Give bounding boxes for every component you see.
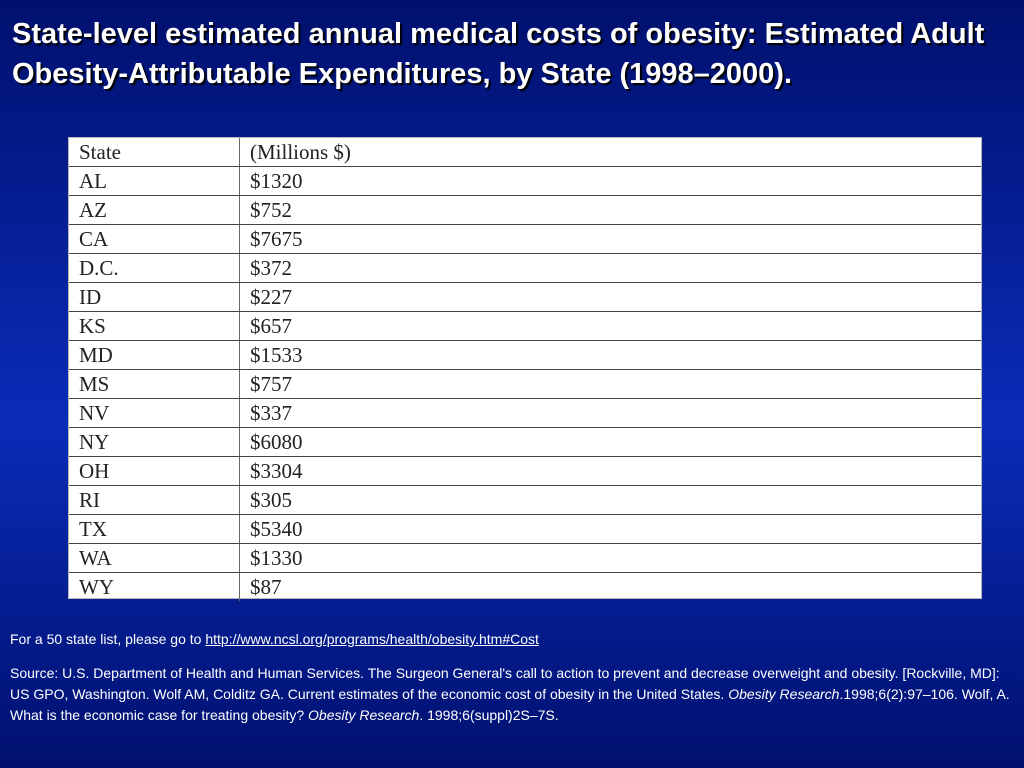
table-row: NV $337 (69, 398, 981, 428)
state-cell: NV (69, 398, 240, 428)
journal-name-2: Obesity Research (308, 707, 420, 723)
state-cell: MS (69, 369, 240, 399)
table-row: AL $1320 (69, 166, 981, 196)
table-row: WA $1330 (69, 543, 981, 573)
table-row: MS $757 (69, 369, 981, 399)
state-cell: D.C. (69, 253, 240, 283)
table-row: CA $7675 (69, 224, 981, 254)
state-cell: WY (69, 572, 240, 601)
table-row: AZ $752 (69, 195, 981, 225)
source-citation: Source: U.S. Department of Health and Hu… (10, 663, 1010, 726)
cost-cell: $757 (239, 369, 981, 399)
cost-cell: $6080 (239, 427, 981, 457)
table-row: KS $657 (69, 311, 981, 341)
title-bold-part: State-level estimated annual medical cos… (12, 18, 757, 50)
title-subtitle-part: Estimated Adult Obesity-Attributable Exp… (12, 18, 985, 90)
cost-cell: $1330 (239, 543, 981, 573)
link-prefix-text: For a 50 state list, please go to (10, 631, 206, 647)
table-row: D.C. $372 (69, 253, 981, 283)
cost-cell: $7675 (239, 224, 981, 254)
table-header-row: State (Millions $) (69, 138, 981, 167)
state-cell: KS (69, 311, 240, 341)
cost-cell: $305 (239, 485, 981, 515)
state-cell: ID (69, 282, 240, 312)
state-cell: RI (69, 485, 240, 515)
cost-cell: $5340 (239, 514, 981, 544)
table-row: NY $6080 (69, 427, 981, 457)
state-cell: CA (69, 224, 240, 254)
slide-title: State-level estimated annual medical cos… (12, 14, 1012, 94)
table-row: RI $305 (69, 485, 981, 515)
state-cell: OH (69, 456, 240, 486)
cost-cell: $1320 (239, 166, 981, 196)
cost-cell: $87 (250, 575, 282, 599)
cost-cell: $1533 (239, 340, 981, 370)
cost-table-container: State (Millions $) AL $1320 AZ $752 CA $… (68, 137, 982, 601)
table-row: MD $1533 (69, 340, 981, 370)
state-cell: AL (69, 166, 240, 196)
source-text-2: .1998;6(2):97–106. Wolf, A. What is the … (10, 686, 1010, 723)
state-cell: WA (69, 543, 240, 573)
state-cell: AZ (69, 195, 240, 225)
fifty-state-list-note: For a 50 state list, please go to http:/… (10, 631, 539, 647)
state-cell: TX (69, 514, 240, 544)
ncsl-link[interactable]: http://www.ncsl.org/programs/health/obes… (205, 631, 539, 647)
journal-name-1: Obesity Research (728, 686, 840, 702)
cost-cell: $657 (239, 311, 981, 341)
state-cell: NY (69, 427, 240, 457)
source-text-1: Source: U.S. Department of Health and Hu… (10, 665, 1000, 702)
column-header-state: State (69, 138, 240, 167)
table-row: TX $5340 (69, 514, 981, 544)
source-text-3: . 1998;6(suppl)2S–7S. (419, 707, 559, 723)
cost-cell: $372 (239, 253, 981, 283)
cost-cell: $337 (239, 398, 981, 428)
cost-cell: $227 (239, 282, 981, 312)
table-row: WY $87 (69, 572, 981, 601)
cost-table: State (Millions $) AL $1320 AZ $752 CA $… (69, 138, 981, 601)
state-cell: MD (69, 340, 240, 370)
table-row: ID $227 (69, 282, 981, 312)
cost-cell: $752 (239, 195, 981, 225)
cost-cell: $3304 (239, 456, 981, 486)
column-header-cost: (Millions $) (239, 138, 981, 167)
table-row: OH $3304 (69, 456, 981, 486)
